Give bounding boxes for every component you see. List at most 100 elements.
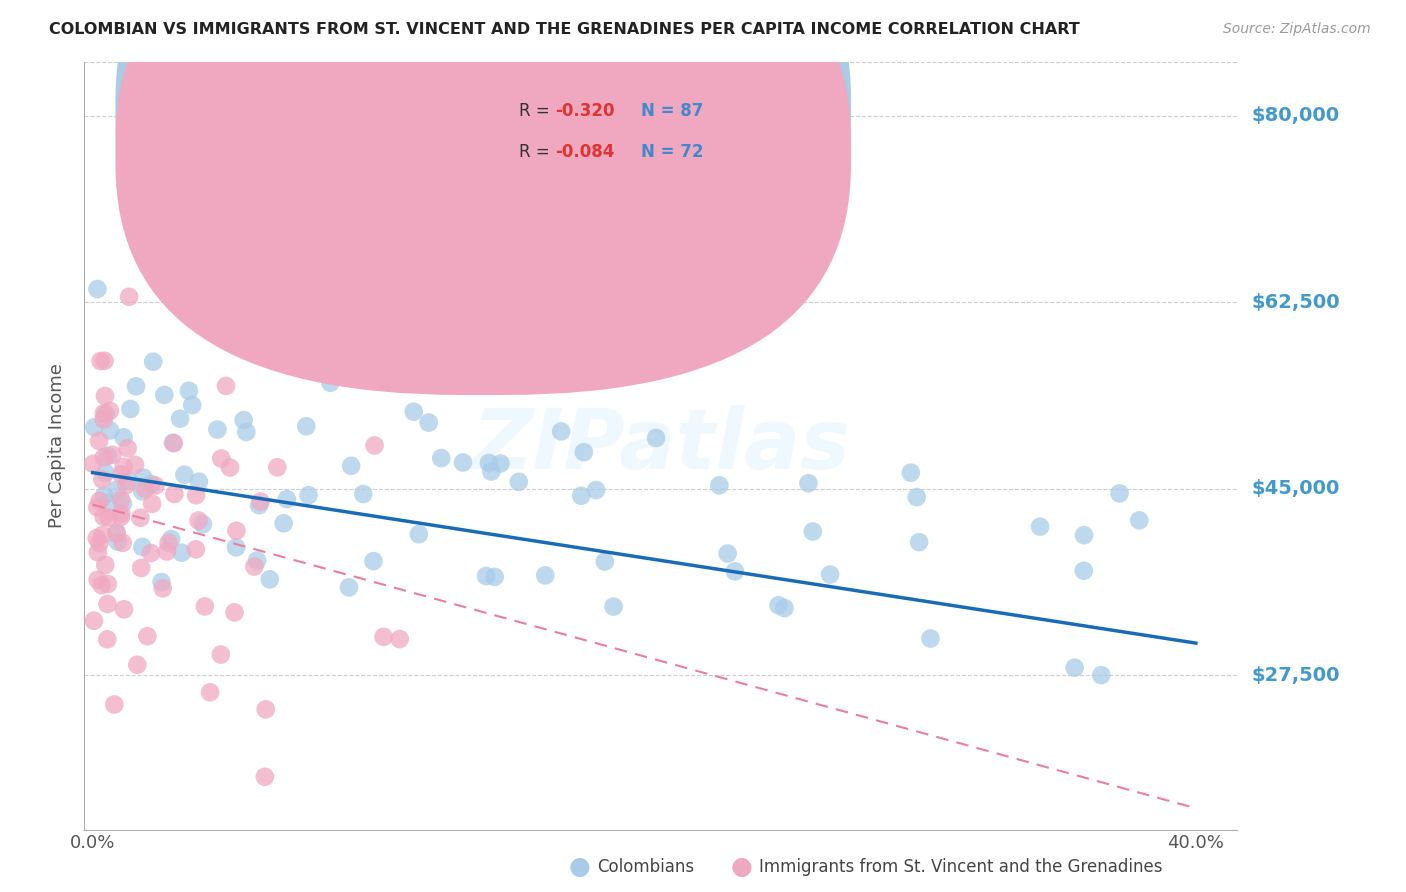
- Point: [86, 573, 108, 587]
- Point: [209, 451, 232, 466]
- Point: [94, 407, 117, 421]
- Point: [259, 572, 281, 586]
- Point: [96, 597, 118, 611]
- Point: [352, 487, 374, 501]
- Point: [94, 558, 117, 572]
- Point: [115, 478, 138, 492]
- Point: [187, 475, 209, 489]
- Point: [93, 406, 115, 420]
- Point: [157, 536, 180, 550]
- Point: [905, 490, 928, 504]
- Point: [709, 478, 731, 492]
- Point: [489, 457, 512, 471]
- Text: ZIPatlas: ZIPatlas: [472, 406, 849, 486]
- Point: [1063, 661, 1085, 675]
- Text: ●: ●: [568, 855, 591, 879]
- Point: [418, 416, 440, 430]
- Point: [162, 435, 184, 450]
- Y-axis label: Per Capita Income: Per Capita Income: [48, 364, 66, 528]
- Point: [97, 449, 120, 463]
- Point: [184, 542, 207, 557]
- Point: [111, 536, 134, 550]
- Text: $27,500: $27,500: [1251, 665, 1340, 684]
- Text: $45,000: $45,000: [1251, 479, 1340, 498]
- Point: [1128, 513, 1150, 527]
- Point: [768, 598, 790, 612]
- Text: R =: R =: [519, 102, 555, 120]
- Point: [219, 460, 242, 475]
- Point: [150, 574, 173, 589]
- Point: [900, 466, 922, 480]
- Point: [163, 436, 186, 450]
- Point: [89, 536, 111, 550]
- Point: [94, 389, 117, 403]
- Point: [93, 489, 115, 503]
- Point: [86, 500, 108, 515]
- Point: [94, 466, 117, 480]
- Point: [129, 561, 152, 575]
- Point: [82, 457, 104, 471]
- Text: $62,500: $62,500: [1251, 293, 1340, 311]
- Point: [93, 509, 115, 524]
- Point: [797, 476, 820, 491]
- Point: [478, 456, 501, 470]
- Point: [920, 632, 942, 646]
- Point: [484, 570, 506, 584]
- Point: [105, 483, 128, 497]
- Point: [145, 478, 167, 492]
- Text: R =: R =: [519, 144, 555, 161]
- Point: [550, 425, 572, 439]
- Point: [724, 565, 747, 579]
- Point: [90, 354, 112, 368]
- Point: [125, 379, 148, 393]
- Point: [169, 411, 191, 425]
- Point: [319, 376, 342, 390]
- Point: [325, 236, 347, 251]
- Point: [534, 568, 557, 582]
- Point: [569, 489, 592, 503]
- Point: [908, 535, 931, 549]
- Point: [388, 632, 411, 646]
- Point: [191, 517, 214, 532]
- Point: [266, 460, 288, 475]
- Point: [340, 458, 363, 473]
- Point: [508, 475, 530, 489]
- Point: [273, 516, 295, 531]
- Point: [232, 413, 254, 427]
- Point: [215, 379, 238, 393]
- Point: [717, 547, 740, 561]
- Point: [93, 450, 115, 465]
- Point: [117, 474, 139, 488]
- Point: [83, 420, 105, 434]
- Point: [1073, 564, 1095, 578]
- Point: [129, 510, 152, 524]
- Point: [98, 404, 121, 418]
- Point: [87, 545, 110, 559]
- Point: [131, 484, 153, 499]
- Point: [1090, 668, 1112, 682]
- Point: [585, 483, 607, 497]
- Point: [127, 657, 149, 672]
- Text: ●: ●: [730, 855, 752, 879]
- Point: [110, 492, 132, 507]
- Point: [602, 599, 624, 614]
- Point: [141, 497, 163, 511]
- Text: Immigrants from St. Vincent and the Grenadines: Immigrants from St. Vincent and the Gren…: [759, 858, 1163, 876]
- Point: [225, 524, 247, 538]
- Point: [91, 528, 114, 542]
- Point: [645, 431, 668, 445]
- Point: [83, 614, 105, 628]
- Text: COLOMBIAN VS IMMIGRANTS FROM ST. VINCENT AND THE GRENADINES PER CAPITA INCOME CO: COLOMBIAN VS IMMIGRANTS FROM ST. VINCENT…: [49, 22, 1080, 37]
- Text: -0.320: -0.320: [555, 102, 614, 120]
- Point: [105, 526, 128, 541]
- Point: [170, 546, 193, 560]
- Point: [87, 434, 110, 448]
- Point: [120, 401, 142, 416]
- Text: N = 72: N = 72: [641, 144, 704, 161]
- Point: [187, 514, 209, 528]
- Point: [253, 770, 276, 784]
- Point: [112, 602, 135, 616]
- Point: [247, 498, 270, 512]
- Point: [173, 467, 195, 482]
- Point: [117, 442, 139, 456]
